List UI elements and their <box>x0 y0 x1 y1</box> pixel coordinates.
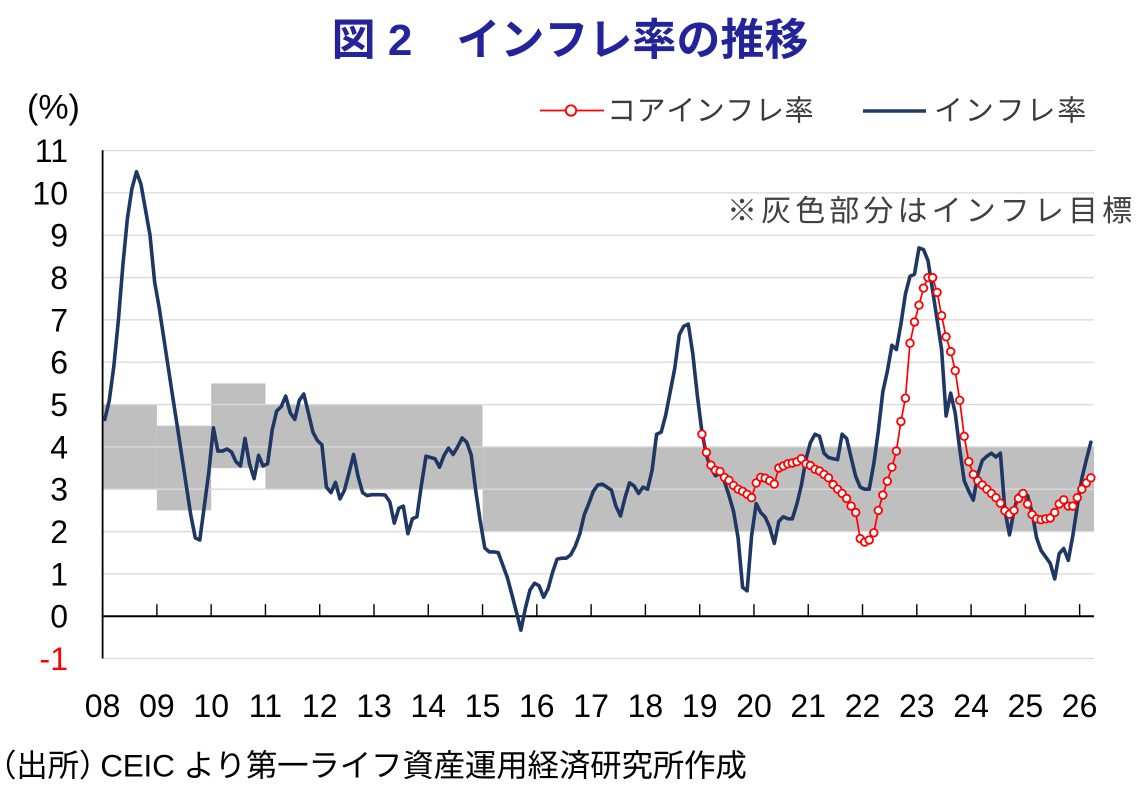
svg-text:1: 1 <box>50 556 68 592</box>
svg-text:(%): (%) <box>27 89 80 127</box>
svg-text:14: 14 <box>411 688 447 724</box>
svg-text:9: 9 <box>50 218 68 254</box>
svg-text:コアインフレ率: コアインフレ率 <box>607 88 814 130</box>
svg-text:22: 22 <box>845 688 881 724</box>
svg-text:6: 6 <box>50 345 68 381</box>
svg-text:19: 19 <box>682 688 718 724</box>
svg-text:11: 11 <box>249 688 282 724</box>
svg-text:-1: -1 <box>40 641 68 677</box>
svg-text:24: 24 <box>953 688 989 724</box>
svg-text:15: 15 <box>465 688 501 724</box>
svg-text:0: 0 <box>50 599 68 635</box>
svg-text:10: 10 <box>193 688 229 724</box>
svg-text:26: 26 <box>1062 688 1098 724</box>
svg-text:8: 8 <box>50 260 68 296</box>
svg-text:21: 21 <box>790 688 826 724</box>
svg-text:10: 10 <box>32 175 68 211</box>
svg-text:（出所）CEIC より第一ライフ資産運用経済研究所作成: （出所）CEIC より第一ライフ資産運用経済研究所作成 <box>0 741 747 787</box>
svg-text:17: 17 <box>573 688 609 724</box>
svg-text:5: 5 <box>50 387 68 423</box>
svg-text:※灰色部分はインフレ目標: ※灰色部分はインフレ目標 <box>727 186 1136 230</box>
svg-text:18: 18 <box>628 688 664 724</box>
svg-text:11: 11 <box>35 133 68 169</box>
svg-text:図 2 インフレ率の推移: 図 2 インフレ率の推移 <box>332 4 809 68</box>
svg-text:インフレ率: インフレ率 <box>934 88 1088 130</box>
svg-text:4: 4 <box>50 429 68 465</box>
svg-text:08: 08 <box>85 688 121 724</box>
svg-text:3: 3 <box>50 472 68 508</box>
svg-text:7: 7 <box>50 302 68 338</box>
svg-text:2: 2 <box>50 514 68 550</box>
svg-text:09: 09 <box>139 688 175 724</box>
svg-text:13: 13 <box>356 688 392 724</box>
svg-text:16: 16 <box>519 688 555 724</box>
svg-text:12: 12 <box>302 688 338 724</box>
svg-text:25: 25 <box>1008 688 1044 724</box>
svg-text:23: 23 <box>899 688 935 724</box>
svg-text:20: 20 <box>736 688 772 724</box>
